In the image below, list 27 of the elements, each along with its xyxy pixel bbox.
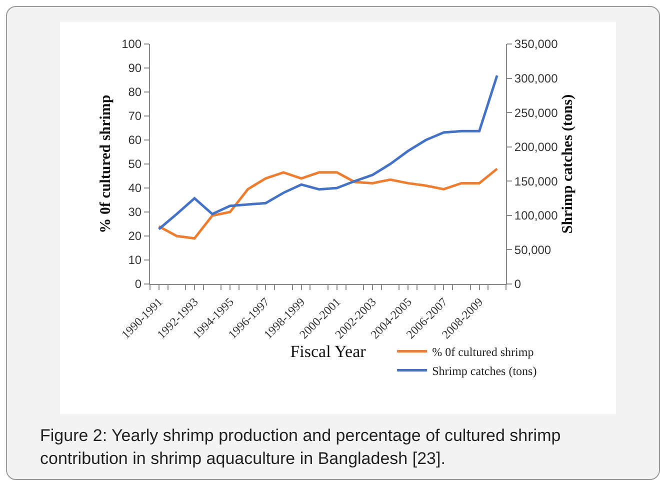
legend-label: % 0f cultured shrimp <box>432 344 534 359</box>
y-tick-label: 50 <box>128 157 142 172</box>
y-tick-label: 90 <box>128 61 142 76</box>
y-tick-label: 40 <box>128 181 142 196</box>
y2-tick-label: 250,000 <box>514 106 558 120</box>
x-axis-title: Fiscal Year <box>290 342 366 361</box>
y-tick-label: 20 <box>128 229 142 244</box>
y-tick-label: 10 <box>128 253 142 268</box>
y2-tick-label: 0 <box>514 277 522 292</box>
y2-tick-label: 50,000 <box>514 242 552 257</box>
y-tick-label: 30 <box>128 205 142 220</box>
caption: Figure 2: Yearly shrimp production and percentage of cultured shrimp contribution in shrimp aquaculture in Bangladesh [23]. <box>40 425 562 470</box>
y-tick-label: 100 <box>122 37 142 52</box>
y-tick-label: 70 <box>128 109 142 124</box>
legend-label: Shrimp catches (tons) <box>432 364 537 378</box>
y-tick-label: 60 <box>128 133 142 148</box>
line-series <box>158 74 498 230</box>
y2-tick-label: 300,000 <box>514 71 558 86</box>
y-tick-label: 80 <box>128 85 142 100</box>
y2-tick-label: 350,000 <box>514 37 558 52</box>
y2-axis-title: Shrimp catches (tons) <box>560 94 576 234</box>
y-axis-title: % 0f cultured shrimp <box>98 94 114 234</box>
y2-tick-label: 200,000 <box>514 140 558 154</box>
y-tick-label: 0 <box>134 277 142 292</box>
y2-tick-label: 100,000 <box>514 208 558 223</box>
y2-tick-label: 150,000 <box>514 174 558 188</box>
line-series <box>158 168 498 240</box>
